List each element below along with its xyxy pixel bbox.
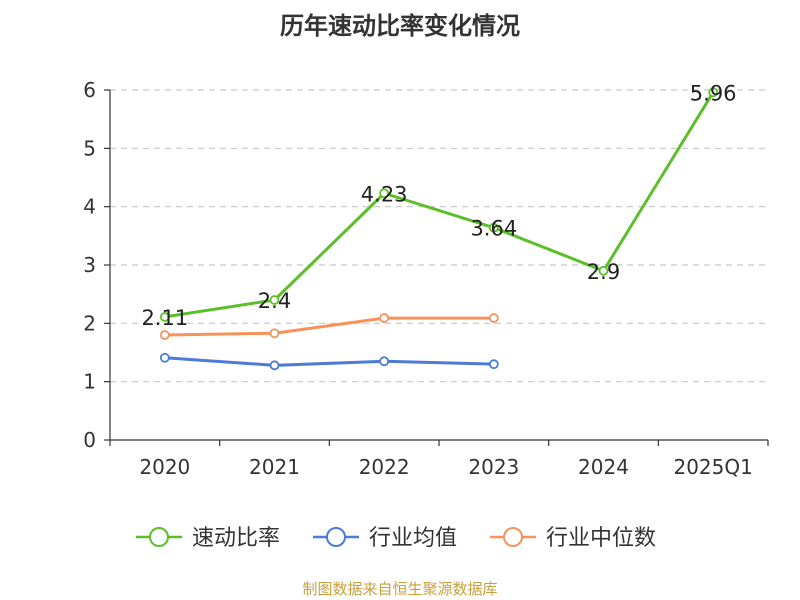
- legend-label: 速动比率: [192, 526, 280, 551]
- data-point: [379, 188, 390, 199]
- data-label: 2.9: [587, 260, 620, 284]
- data-point: [269, 360, 280, 371]
- data-point: [488, 222, 499, 233]
- x-tick-label: 2022: [359, 455, 410, 479]
- legend[interactable]: 速动比率 行业均值 行业中位数: [136, 526, 656, 551]
- source-note: 制图数据来自恒生聚源数据库: [302, 580, 498, 598]
- legend-item[interactable]: 行业均值: [313, 526, 457, 551]
- x-tick-label: 2024: [578, 455, 629, 479]
- data-label: 2.4: [258, 289, 291, 313]
- data-label: 3.64: [470, 217, 517, 241]
- data-point: [598, 265, 609, 276]
- chart-title: 历年速动比率变化情况: [280, 12, 520, 40]
- series-lines: [159, 87, 719, 371]
- series-line-1: [164, 91, 715, 319]
- data-point: [379, 356, 390, 367]
- data-point: [379, 313, 390, 323]
- series-line-2: [164, 356, 494, 367]
- x-tick-label: 2020: [139, 455, 190, 479]
- y-tick-label: 2: [83, 311, 96, 335]
- y-tick-label: 1: [83, 370, 96, 394]
- data-point: [159, 352, 170, 363]
- x-tick-label: 2025Q1: [673, 455, 752, 479]
- data-point: [159, 330, 170, 340]
- y-tick-label: 6: [83, 78, 96, 102]
- legend-label: 行业均值: [369, 526, 457, 551]
- series-line-3: [164, 316, 494, 337]
- y-tick-label: 0: [83, 428, 96, 452]
- x-tick-label: 2023: [468, 455, 519, 479]
- y-tick-label: 4: [83, 195, 96, 219]
- x-tick-label: 2021: [249, 455, 300, 479]
- legend-marker: [503, 527, 523, 547]
- data-label: 2.11: [141, 306, 188, 330]
- y-tick-label: 3: [83, 253, 96, 277]
- legend-marker: [149, 527, 169, 547]
- legend-item[interactable]: 行业中位数: [490, 526, 656, 551]
- data-point: [269, 295, 280, 305]
- data-point: [708, 87, 719, 98]
- data-labels: 2.11 2.4 4.23 3.64 2.9 5.96: [141, 81, 736, 330]
- y-tick-label: 5: [83, 136, 96, 160]
- data-point: [488, 359, 499, 370]
- legend-marker: [326, 527, 346, 547]
- axes: 0 1 2 3 4 5 6 2020 2021 2022 2023 2024 2025Q1: [83, 78, 769, 479]
- data-label: 5.96: [690, 81, 737, 105]
- data-point: [159, 312, 170, 322]
- data-point: [269, 328, 280, 339]
- grid-lines: [110, 89, 768, 383]
- legend-item[interactable]: 速动比率: [136, 526, 280, 551]
- legend-label: 行业中位数: [546, 526, 656, 551]
- data-label: 4.23: [361, 182, 408, 206]
- data-point: [488, 313, 499, 323]
